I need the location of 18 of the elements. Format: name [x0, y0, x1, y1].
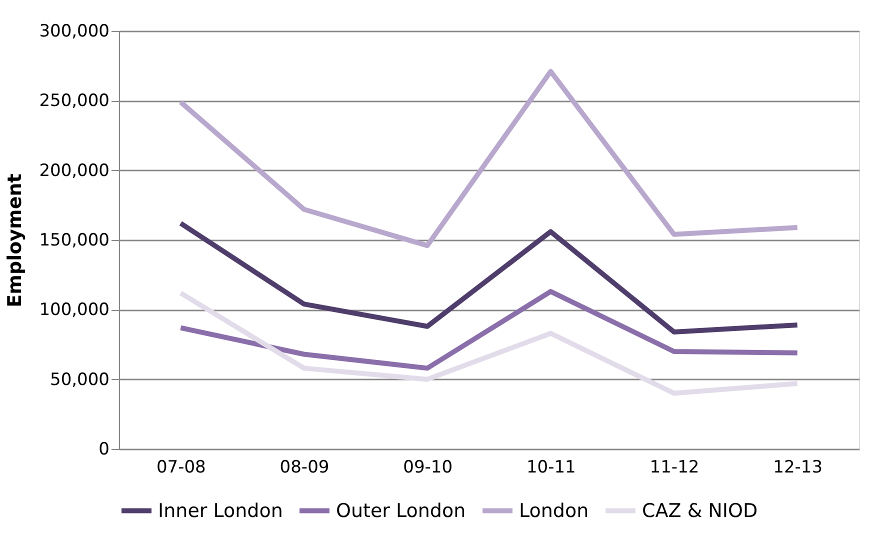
x-tick-label: 07-08: [156, 458, 206, 478]
x-tick-label: 08-09: [280, 458, 330, 478]
y-tick-label: 150,000: [39, 230, 110, 250]
y-tick-label: 0: [98, 440, 110, 460]
y-tick-label: 300,000: [39, 22, 110, 42]
legend-label: Inner London: [158, 500, 283, 522]
y-tick-label: 200,000: [39, 160, 110, 181]
y-tick-label: 250,000: [39, 91, 110, 112]
x-tick-label: 11-12: [650, 458, 700, 478]
legend-label: Outer London: [336, 500, 466, 522]
x-tick-label: 12-13: [773, 458, 823, 478]
y-axis-title: Employment: [4, 174, 26, 308]
y-tick-label: 100,000: [39, 300, 110, 320]
legend-label: CAZ & NIOD: [642, 500, 758, 522]
legend-label: London: [519, 500, 589, 522]
x-tick-label: 10-11: [526, 458, 576, 478]
y-tick-label: 50,000: [50, 370, 110, 390]
x-tick-label: 09-10: [403, 458, 453, 478]
